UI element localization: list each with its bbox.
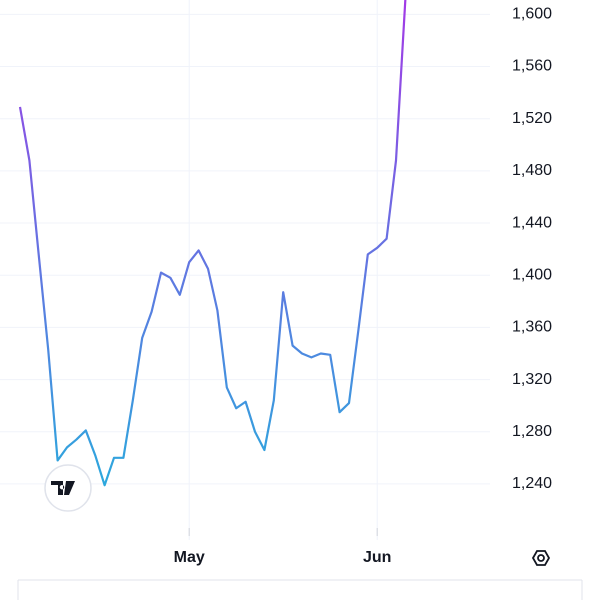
y-tick-label: 1,240 — [512, 475, 552, 492]
y-tick-label: 1,560 — [512, 58, 552, 75]
y-tick-label: 1,360 — [512, 319, 552, 336]
y-tick-label: 1,320 — [512, 371, 552, 388]
x-tick-label: May — [174, 549, 205, 566]
price-line — [18, 0, 407, 487]
tradingview-logo[interactable] — [44, 464, 92, 512]
y-tick-label: 1,400 — [512, 266, 552, 283]
y-tick-label: 1,440 — [512, 214, 552, 231]
chart-layer: 1,240 1,280 1,320 1,360 1,400 1,440 1,480 1,520… — [0, 0, 552, 566]
y-tick-label: 1,600 — [512, 6, 552, 23]
y-tick-label: 1,520 — [512, 110, 552, 127]
y-tick-label: 1,280 — [512, 423, 552, 440]
y-tick-label: 1,480 — [512, 162, 552, 179]
settings-icon[interactable] — [531, 550, 551, 566]
x-tick-label: Jun — [363, 549, 391, 566]
